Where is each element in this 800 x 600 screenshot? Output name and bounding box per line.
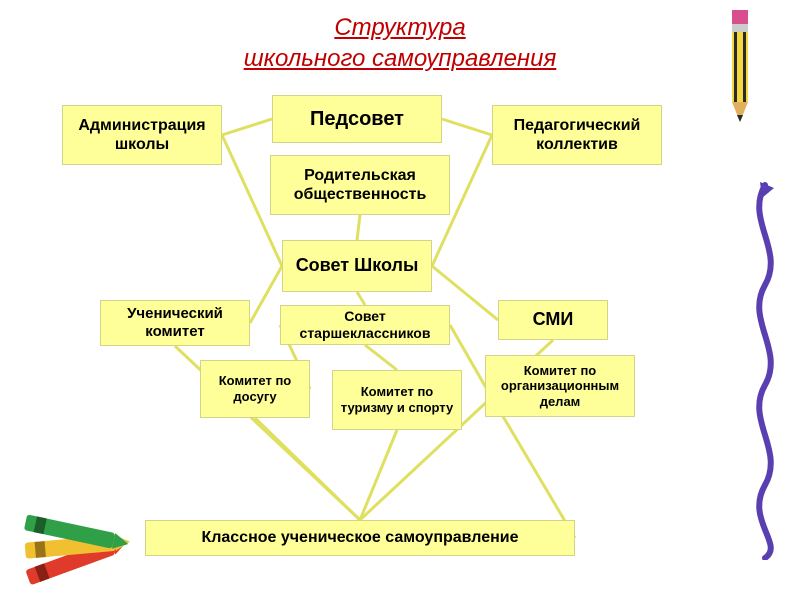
node-org: Комитет по организационным делам: [485, 355, 635, 417]
crayons-icon: [10, 500, 150, 590]
edge-parents-council: [357, 215, 360, 240]
title-line1: Структура: [334, 14, 465, 41]
edge-council-student: [250, 266, 282, 323]
node-pedsovet: Педсовет: [272, 95, 442, 143]
node-leisure: Комитет по досугу: [200, 360, 310, 418]
node-admin: Администрация школы: [62, 105, 222, 165]
diagram-title: Структура школьного самоуправления: [0, 0, 800, 74]
node-pedkoll: Педагогический коллектив: [492, 105, 662, 165]
node-student: Ученический комитет: [100, 300, 250, 346]
node-smi: СМИ: [498, 300, 608, 340]
pencil-icon: [710, 10, 770, 130]
node-tourism: Комитет по туризму и спорту: [332, 370, 462, 430]
node-class: Классное ученическое самоуправление: [145, 520, 575, 556]
title-line2: школьного самоуправления: [244, 45, 557, 72]
edge-senior-tourism: [365, 345, 397, 370]
node-parents: Родительская общественность: [270, 155, 450, 215]
edge-council-senior: [357, 292, 365, 305]
edge-tourism-class: [360, 430, 397, 520]
node-senior: Совет старшеклассников: [280, 305, 450, 345]
edge-pedsovet-pedkoll: [442, 119, 492, 135]
node-council: Совет Школы: [282, 240, 432, 292]
edge-leisure-class: [255, 418, 360, 520]
edge-admin-pedsovet: [222, 119, 272, 135]
squiggle-icon: [740, 180, 790, 560]
